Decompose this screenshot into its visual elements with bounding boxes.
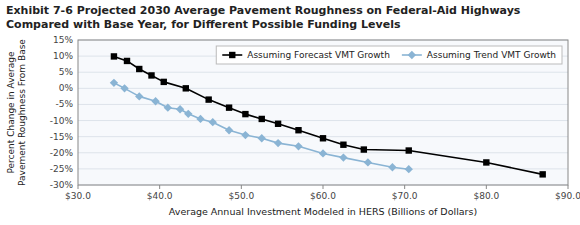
- plot-frame: [78, 40, 568, 185]
- y-tick-label: -25%: [50, 164, 74, 174]
- legend-item: Assuming Trend VMT Growth: [402, 50, 556, 60]
- point: [319, 149, 327, 157]
- point: [124, 58, 130, 64]
- x-tick-label: $70.0: [392, 191, 418, 201]
- point: [364, 158, 372, 166]
- point: [339, 153, 347, 161]
- point: [110, 79, 118, 87]
- legend-frame: [216, 46, 562, 64]
- y-tick-label: 5%: [59, 67, 74, 77]
- x-tick: [78, 185, 79, 189]
- x-tick-label: $50.0: [228, 191, 254, 201]
- point: [275, 121, 281, 127]
- plot-background: [78, 40, 568, 185]
- point: [226, 104, 232, 110]
- point: [151, 97, 159, 105]
- point: [340, 142, 346, 148]
- point: [294, 142, 302, 150]
- y-tick-label: -10%: [50, 116, 74, 126]
- point: [258, 134, 266, 142]
- point: [136, 66, 142, 72]
- x-tick: [241, 185, 242, 189]
- x-tick-label: $80.0: [473, 191, 499, 201]
- x-axis-label: Average Annual Investment Modeled in HER…: [169, 206, 477, 217]
- point: [176, 105, 184, 113]
- y-tick-label: -15%: [50, 132, 74, 142]
- point: [161, 79, 167, 85]
- point: [164, 104, 172, 112]
- point: [241, 131, 249, 139]
- point: [406, 147, 412, 153]
- point: [184, 110, 192, 118]
- grid-line: [78, 104, 568, 105]
- plot-marks: [110, 53, 546, 177]
- y-axis-label: Percent Change in AveragePavement Roughn…: [6, 39, 27, 186]
- point: [388, 163, 396, 171]
- point: [274, 139, 282, 147]
- x-tick: [568, 185, 569, 189]
- chart: Exhibit 7-6 Projected 2030 Average Pavem…: [0, 0, 580, 225]
- x-tick: [404, 185, 405, 189]
- x-tick-label: $60.0: [310, 191, 336, 201]
- legend-marker: [408, 51, 416, 59]
- series-line: [114, 56, 543, 174]
- grid-line: [78, 120, 568, 121]
- grid-line: [78, 88, 568, 89]
- point: [196, 115, 204, 123]
- y-tick-label: 10%: [53, 51, 73, 61]
- point: [120, 84, 128, 92]
- legend-item: Assuming Forecast VMT Growth: [222, 50, 390, 60]
- series-line: [114, 83, 409, 169]
- x-tick-label: $40.0: [147, 191, 173, 201]
- point: [209, 118, 217, 126]
- x-tick-label: $90.0: [555, 191, 580, 201]
- y-tick-label: 15%: [53, 35, 73, 45]
- point: [320, 135, 326, 141]
- point: [205, 96, 211, 102]
- grid-line: [78, 168, 568, 169]
- point: [405, 165, 413, 173]
- legend-label: Assuming Trend VMT Growth: [427, 50, 556, 60]
- point: [361, 146, 367, 152]
- y-tick-label: -5%: [55, 99, 73, 109]
- y-tick-label: -30%: [50, 180, 74, 190]
- x-tick: [159, 185, 160, 189]
- legend: Assuming Forecast VMT Growth Assuming Tre…: [216, 46, 562, 64]
- y-tick-label: 0%: [59, 83, 74, 93]
- legend-marker: [229, 52, 235, 58]
- point: [225, 126, 233, 134]
- x-tick: [323, 185, 324, 189]
- point: [183, 85, 189, 91]
- y-tick-label: -20%: [50, 148, 74, 158]
- title: Exhibit 7-6 Projected 2030 Average Pavem…: [6, 4, 521, 31]
- point: [111, 53, 117, 59]
- x-tick: [486, 185, 487, 189]
- legend-label: Assuming Forecast VMT Growth: [247, 50, 390, 60]
- point: [148, 72, 154, 78]
- point: [259, 116, 265, 122]
- x-tick-label: $30.0: [65, 191, 91, 201]
- point: [242, 111, 248, 117]
- point: [539, 171, 545, 177]
- point: [135, 92, 143, 100]
- point: [295, 127, 301, 133]
- point: [483, 159, 489, 165]
